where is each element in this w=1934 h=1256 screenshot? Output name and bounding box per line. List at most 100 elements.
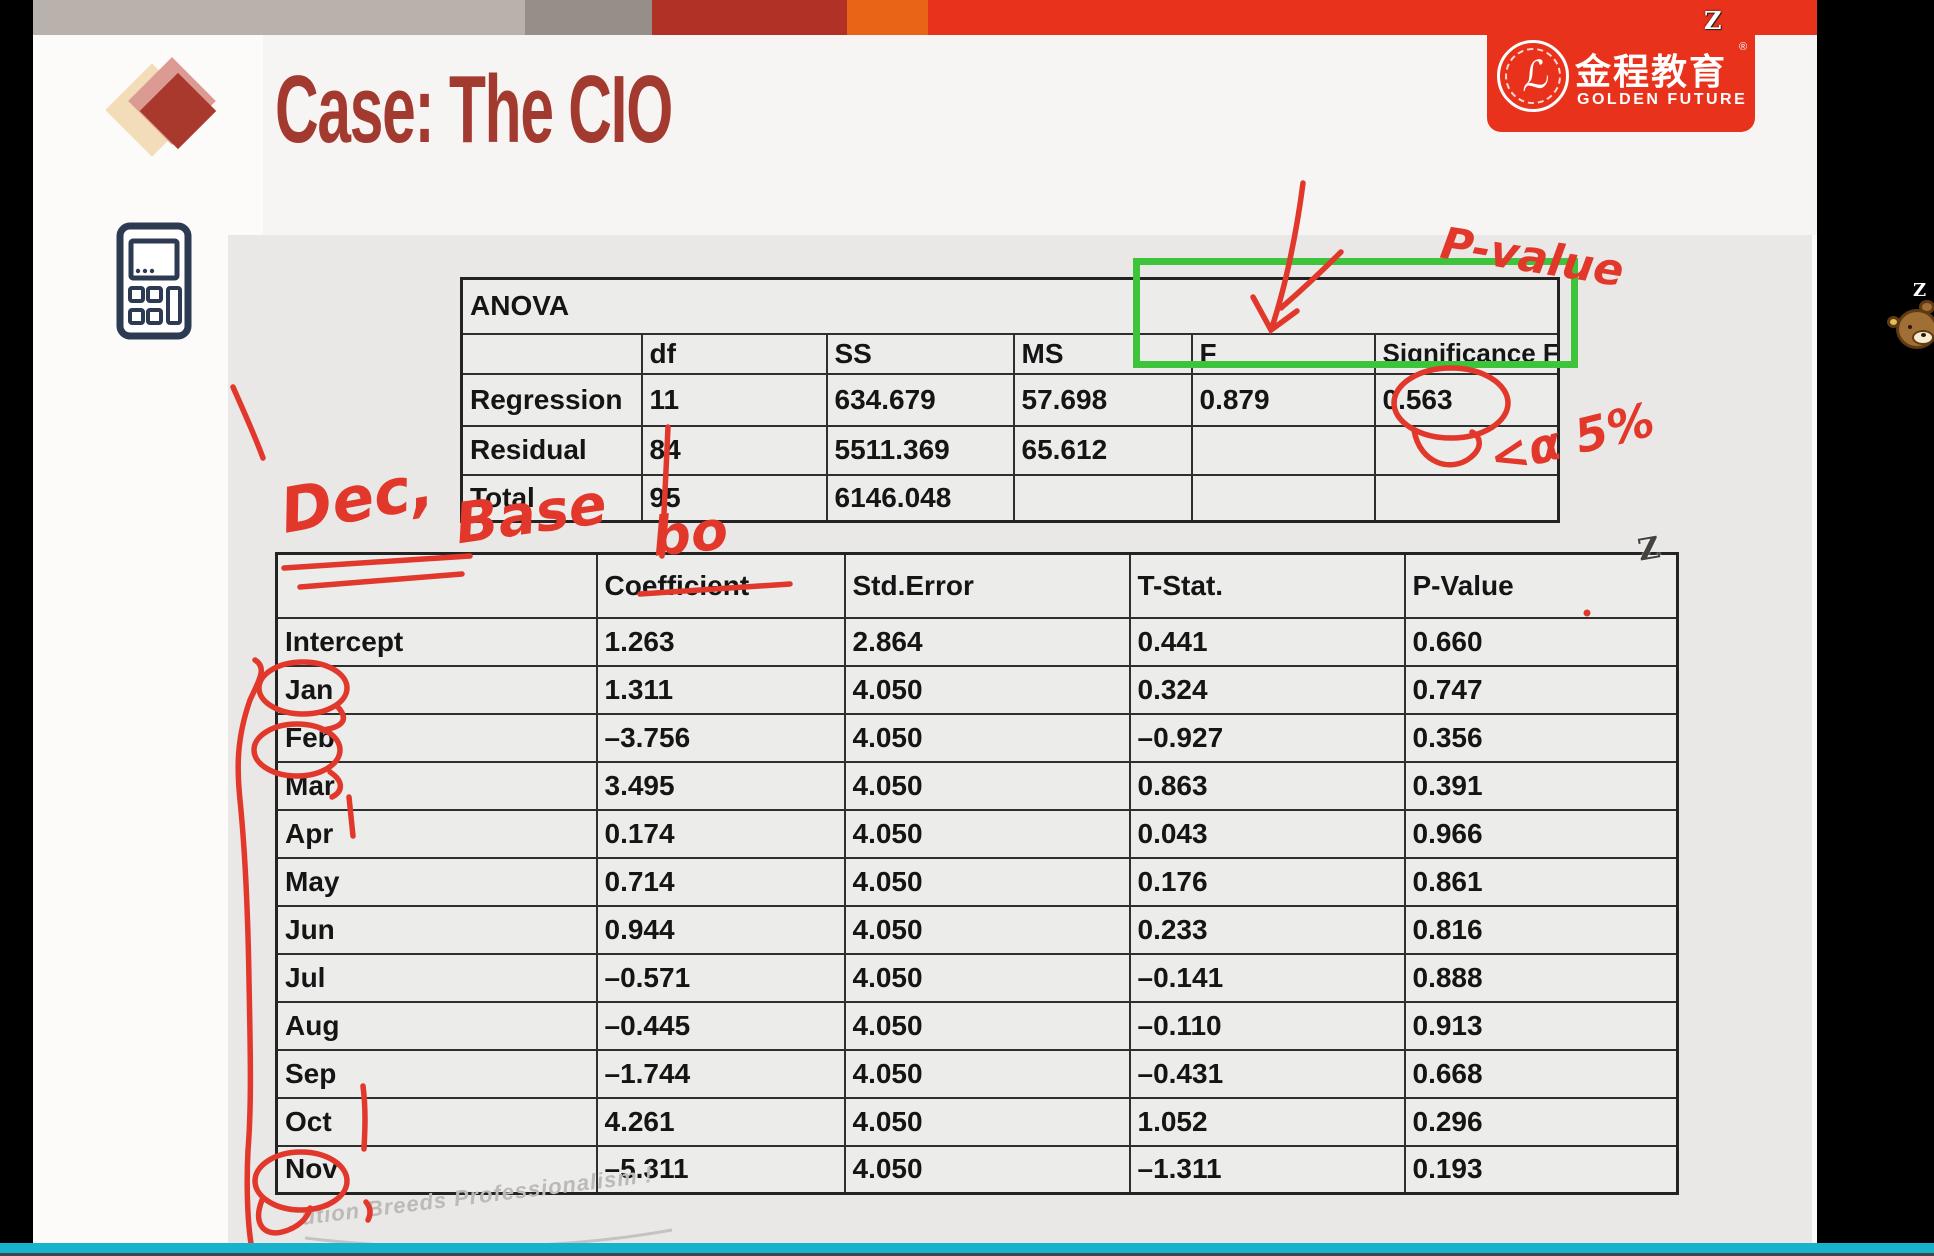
table-cell: –0.571 [595,952,846,1003]
table-cell: 4.050 [843,904,1131,955]
topbar-segment-darkgray [525,0,652,35]
table-cell: 4.050 [843,1048,1131,1099]
table-cell: 0.944 [595,904,846,955]
bear-sticker [1887,300,1934,355]
table-cell: 0.391 [1403,760,1679,811]
table-cell: Std.Error [843,552,1131,619]
table-cell: Feb [275,712,598,763]
table-cell: –1.744 [595,1048,846,1099]
table-cell: Aug [275,1000,598,1051]
table-cell: 1.311 [595,664,846,715]
table-cell: 4.050 [843,712,1131,763]
logo-monogram: ℒ [1499,42,1567,110]
table-cell: SS [825,332,1015,375]
table-cell: 0.324 [1128,664,1406,715]
table-cell: df [640,332,828,375]
table-cell [460,332,643,375]
table-cell: May [275,856,598,907]
table-cell: 4.050 [843,1144,1131,1195]
table-cell: –0.141 [1128,952,1406,1003]
table-cell: Jul [275,952,598,1003]
handwriting-b0: bo [648,498,731,569]
bear-eye-icon [1908,325,1912,329]
anova-title-cell: ANOVA [460,277,1560,335]
bear-nose-icon [1921,333,1926,337]
page-title: Case: The CIO [275,56,673,163]
table-cell: 0.193 [1403,1144,1679,1195]
table-cell [1190,473,1376,523]
table-cell: 6146.048 [825,473,1015,523]
table-cell: 0.043 [1128,808,1406,859]
table-cell: Sep [275,1048,598,1099]
table-cell: –5.311 [595,1144,846,1195]
table-cell: Coefficient [595,552,846,619]
table-cell: 0.296 [1403,1096,1679,1147]
table-cell: 4.050 [843,1000,1131,1051]
table-cell: Regression [460,372,643,427]
table-cell: 4.050 [843,808,1131,859]
z-glyph-top: Z [1704,6,1722,35]
table-cell: 3.495 [595,760,846,811]
table-cell: 65.612 [1012,424,1193,476]
logo-seal-icon: ℒ [1497,40,1569,112]
table-cell: 0.863 [1128,760,1406,811]
table-cell: 634.679 [825,372,1015,427]
table-cell: –0.927 [1128,712,1406,763]
table-cell: 84 [640,424,828,476]
player-bottom-bar [0,1253,1934,1256]
table-cell: Apr [275,808,598,859]
logo-english-name: GOLDEN FUTURE [1577,91,1748,108]
table-cell: 11 [640,372,828,427]
table-cell: –0.110 [1128,1000,1406,1051]
table-cell: Total [460,473,643,523]
table-cell: 4.050 [843,952,1131,1003]
table-cell: 57.698 [1012,372,1193,427]
table-cell: 1.263 [595,616,846,667]
table-cell: –1.311 [1128,1144,1406,1195]
table-cell: 0.966 [1403,808,1679,859]
table-cell: Residual [460,424,643,476]
table-cell: Jan [275,664,598,715]
highlight-box [1133,258,1578,368]
topbar-segment-red [928,0,1817,35]
table-cell: P-Value [1403,552,1679,619]
table-cell: 0.441 [1128,616,1406,667]
table-cell: 4.261 [595,1096,846,1147]
table-cell [1012,473,1193,523]
table-cell: 0.879 [1190,372,1376,427]
table-cell: 0.861 [1403,856,1679,907]
topbar-segment-darkred [652,0,847,35]
z-glyph-bear: Z [1913,280,1927,301]
table-cell: 0.714 [595,856,846,907]
table-cell: 4.050 [843,856,1131,907]
table-cell: Jun [275,904,598,955]
table-cell: T-Stat. [1128,552,1406,619]
table-cell [1190,424,1376,476]
logo-chinese-name: 金程教育 [1575,51,1728,92]
table-cell: 0.174 [595,808,846,859]
table-cell: –3.756 [595,712,846,763]
coefficient-table: Coefficient Std.Error T-Stat. P-Value In… [275,552,1679,1195]
registered-mark: ® [1739,41,1748,53]
table-cell: 0.233 [1128,904,1406,955]
table-cell [1373,473,1560,523]
table-cell: 0.356 [1403,712,1679,763]
video-progress-bar[interactable] [0,1243,1934,1253]
table-cell [275,552,598,619]
table-cell: 95 [640,473,828,523]
table-cell: Intercept [275,616,598,667]
table-cell: 0.176 [1128,856,1406,907]
table-cell: 0.563 [1373,372,1560,427]
table-cell: 1.052 [1128,1096,1406,1147]
table-cell: 0.888 [1403,952,1679,1003]
topbar-segment-gray [33,0,525,35]
table-cell: 0.747 [1403,664,1679,715]
table-cell: 4.050 [843,760,1131,811]
bear-muzzle-icon [1912,330,1934,345]
table-cell: 0.913 [1403,1000,1679,1051]
brand-logo-badge: ℒ 金程教育 ® GOLDEN FUTURE [1487,33,1755,132]
calculator-icon [116,222,192,345]
table-cell: 0.660 [1403,616,1679,667]
table-cell: 4.050 [843,664,1131,715]
